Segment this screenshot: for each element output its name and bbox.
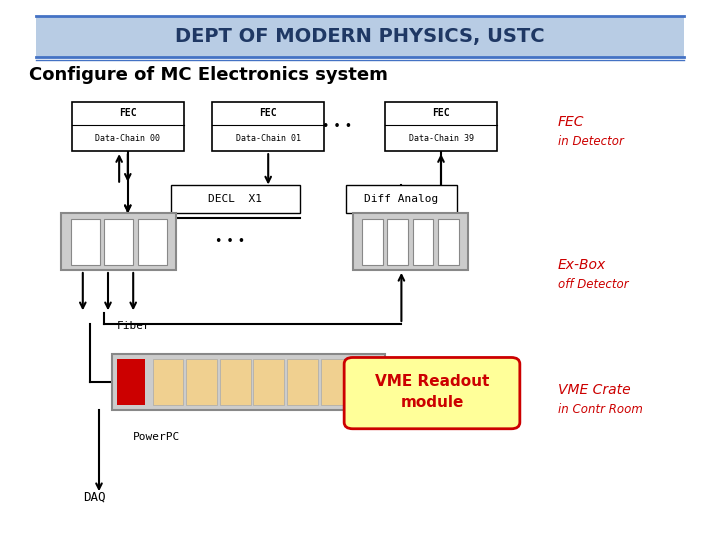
Text: Ex-Box: Ex-Box: [558, 258, 606, 272]
FancyBboxPatch shape: [355, 359, 378, 405]
FancyBboxPatch shape: [138, 219, 167, 265]
FancyBboxPatch shape: [385, 102, 497, 151]
Text: Diff Analog: Diff Analog: [364, 194, 438, 204]
Text: in Contr Room: in Contr Room: [558, 403, 643, 416]
FancyBboxPatch shape: [438, 219, 459, 265]
Text: VME Readout: VME Readout: [375, 374, 489, 389]
FancyBboxPatch shape: [72, 102, 184, 151]
Text: DECL  X1: DECL X1: [209, 194, 262, 204]
FancyBboxPatch shape: [287, 359, 318, 405]
Text: in Detector: in Detector: [558, 135, 624, 148]
FancyBboxPatch shape: [253, 359, 284, 405]
Text: DAQ: DAQ: [83, 490, 105, 503]
Text: PowerPC: PowerPC: [133, 433, 181, 442]
FancyBboxPatch shape: [413, 219, 433, 265]
FancyBboxPatch shape: [320, 359, 351, 405]
FancyBboxPatch shape: [353, 213, 468, 270]
Polygon shape: [353, 368, 367, 395]
Text: Fiber: Fiber: [117, 321, 150, 332]
Text: VME Crate: VME Crate: [558, 383, 631, 397]
Text: Data-Chain 00: Data-Chain 00: [95, 134, 161, 143]
Text: FEC: FEC: [558, 114, 585, 129]
FancyBboxPatch shape: [362, 219, 383, 265]
Text: Data-Chain 39: Data-Chain 39: [408, 134, 474, 143]
FancyBboxPatch shape: [104, 219, 133, 265]
Text: off Detector: off Detector: [558, 278, 629, 291]
Text: • • •: • • •: [215, 235, 246, 248]
Text: DEPT OF MODERN PHYSICS, USTC: DEPT OF MODERN PHYSICS, USTC: [175, 26, 545, 46]
Text: module: module: [400, 395, 464, 410]
FancyBboxPatch shape: [112, 354, 385, 410]
FancyBboxPatch shape: [71, 219, 100, 265]
FancyBboxPatch shape: [36, 16, 684, 57]
Text: FEC: FEC: [119, 109, 137, 118]
FancyBboxPatch shape: [220, 359, 251, 405]
Text: Configure of MC Electronics system: Configure of MC Electronics system: [29, 65, 387, 84]
FancyBboxPatch shape: [344, 357, 520, 429]
FancyBboxPatch shape: [346, 185, 457, 213]
FancyBboxPatch shape: [171, 185, 300, 213]
FancyBboxPatch shape: [212, 102, 324, 151]
Text: FEC: FEC: [259, 109, 277, 118]
FancyBboxPatch shape: [61, 213, 176, 270]
Text: Data-Chain 01: Data-Chain 01: [235, 134, 301, 143]
FancyBboxPatch shape: [186, 359, 217, 405]
Text: • • •: • • •: [322, 120, 352, 133]
FancyBboxPatch shape: [117, 359, 145, 405]
Text: FEC: FEC: [432, 109, 450, 118]
FancyBboxPatch shape: [387, 219, 408, 265]
FancyBboxPatch shape: [153, 359, 184, 405]
